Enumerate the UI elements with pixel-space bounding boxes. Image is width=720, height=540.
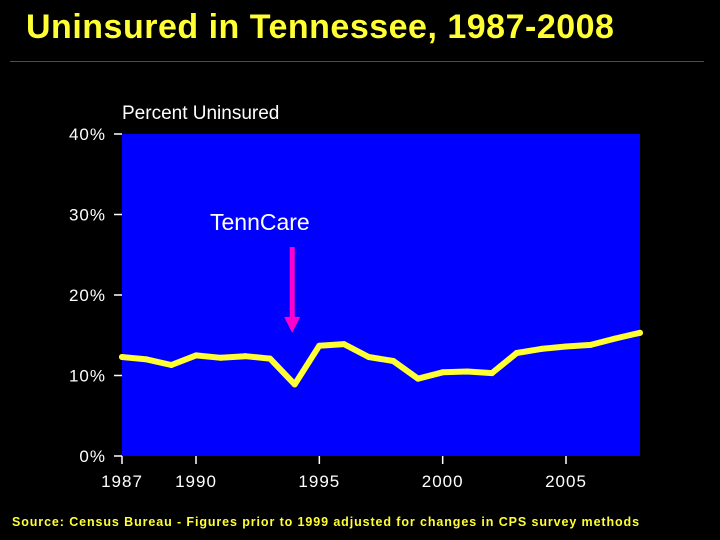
- x-axis: 1987 1990 1995 2000 2005: [101, 456, 587, 491]
- y-tick-label: 20%: [69, 286, 106, 305]
- data-point-1999: [415, 375, 421, 382]
- x-tick-label: 1987: [101, 472, 143, 491]
- data-point-2003: [513, 349, 520, 356]
- title-divider: [10, 61, 704, 62]
- data-point-1987: [119, 353, 125, 360]
- data-point-1993: [267, 355, 273, 362]
- data-point-1992: [242, 353, 249, 360]
- data-point-1990: [193, 352, 199, 359]
- data-point-2002: [489, 370, 495, 377]
- data-point-1989: [168, 362, 175, 369]
- arrow-head: [284, 316, 301, 333]
- data-point-2006: [587, 341, 594, 348]
- x-tick-label: 1990: [175, 472, 217, 491]
- data-point-2005: [563, 343, 569, 350]
- data-point-1998: [390, 358, 397, 365]
- data-point-1991: [217, 354, 224, 361]
- y-tick-label: 10%: [69, 367, 106, 386]
- data-point-1988: [143, 356, 150, 363]
- plot-area: [122, 134, 640, 456]
- y-tick-label: 40%: [69, 125, 106, 144]
- data-point-1997: [365, 353, 372, 360]
- series-points: [119, 329, 643, 388]
- chart-title: Uninsured in Tennessee, 1987-2008: [26, 8, 615, 46]
- x-tick-label: 2005: [545, 472, 587, 491]
- data-point-2000: [439, 369, 446, 376]
- y-tick-label: 30%: [69, 206, 106, 225]
- y-tick-label: 0%: [79, 447, 106, 466]
- data-point-1994: [291, 381, 298, 388]
- data-point-1996: [341, 341, 347, 348]
- data-point-2001: [464, 368, 471, 375]
- data-point-2007: [612, 335, 619, 342]
- series-line: [119, 329, 643, 388]
- y-axis: 0% 10% 20% 30% 40%: [69, 125, 122, 466]
- y-axis-label: Percent Uninsured: [122, 103, 279, 124]
- x-tick-label: 1995: [298, 472, 340, 491]
- data-point-1995: [316, 342, 323, 349]
- data-point-2004: [538, 345, 545, 352]
- data-point-2008: [637, 329, 643, 336]
- tenncare-arrow: [284, 247, 301, 333]
- source-note: Source: Census Bureau - Figures prior to…: [12, 515, 640, 529]
- tenncare-annotation: TennCare: [210, 209, 310, 235]
- x-tick-label: 2000: [422, 472, 464, 491]
